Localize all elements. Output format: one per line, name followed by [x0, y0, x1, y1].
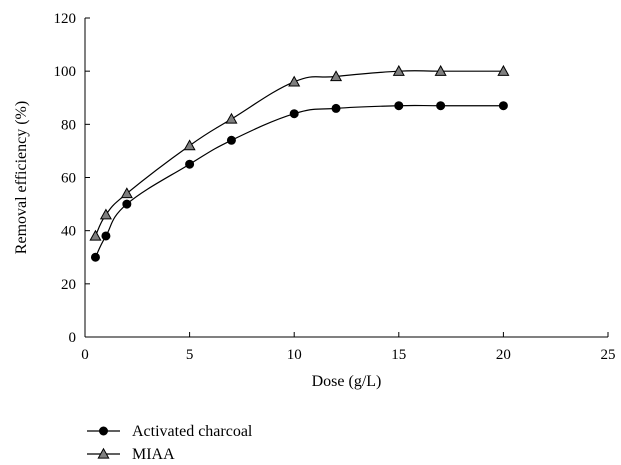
legend-label: Activated charcoal: [132, 423, 253, 440]
legend-marker: [99, 426, 108, 436]
series-layer: [89, 64, 510, 262]
data-point: [392, 64, 405, 76]
data-point: [90, 252, 100, 262]
x-tick-label: 25: [601, 347, 616, 363]
series-line: [94, 70, 504, 237]
data-point: [331, 103, 341, 113]
data-point: [226, 135, 236, 145]
y-tick-label: 0: [69, 330, 77, 346]
x-axis-title: Dose (g/L): [312, 373, 382, 390]
y-tick-label: 120: [54, 11, 77, 27]
data-point: [436, 101, 446, 111]
y-axis-title: Removal efficiency (%): [13, 101, 30, 254]
data-point: [225, 112, 238, 124]
data-point: [89, 229, 102, 241]
x-tick-label: 20: [496, 347, 511, 363]
y-tick-label: 40: [61, 224, 76, 240]
series-miaa: [89, 64, 510, 241]
x-tick-label: 10: [287, 347, 302, 363]
legend: Activated charcoal MIAA: [87, 423, 253, 463]
y-tick-label: 80: [61, 117, 76, 133]
data-point: [183, 139, 196, 151]
data-point: [329, 70, 343, 82]
series-line: [94, 104, 504, 258]
x-tick-label: 0: [81, 347, 89, 363]
legend-item: MIAA: [87, 446, 175, 463]
y-tick-label: 60: [61, 171, 76, 187]
data-point: [101, 231, 111, 241]
data-point: [288, 75, 301, 87]
y-tick-label: 20: [61, 277, 76, 293]
series-activated-charcoal: [90, 101, 508, 262]
data-point: [497, 64, 510, 76]
legend-label: MIAA: [132, 446, 175, 463]
axes: 0 20 40 60 80 100 120 0 5 10 15 20 25 Dose (g/L) Remov…: [13, 11, 616, 390]
legend-item: Activated charcoal: [87, 423, 253, 440]
data-point: [289, 109, 299, 119]
data-point: [99, 208, 112, 220]
data-point: [122, 199, 132, 209]
data-point: [394, 101, 404, 111]
x-tick-label: 15: [391, 347, 406, 363]
data-point: [498, 101, 508, 111]
data-point: [120, 187, 133, 199]
y-tick-label: 100: [54, 64, 77, 80]
x-tick-label: 5: [186, 347, 194, 363]
data-point: [185, 159, 195, 169]
data-point: [434, 64, 447, 76]
legend-marker: [97, 447, 110, 459]
